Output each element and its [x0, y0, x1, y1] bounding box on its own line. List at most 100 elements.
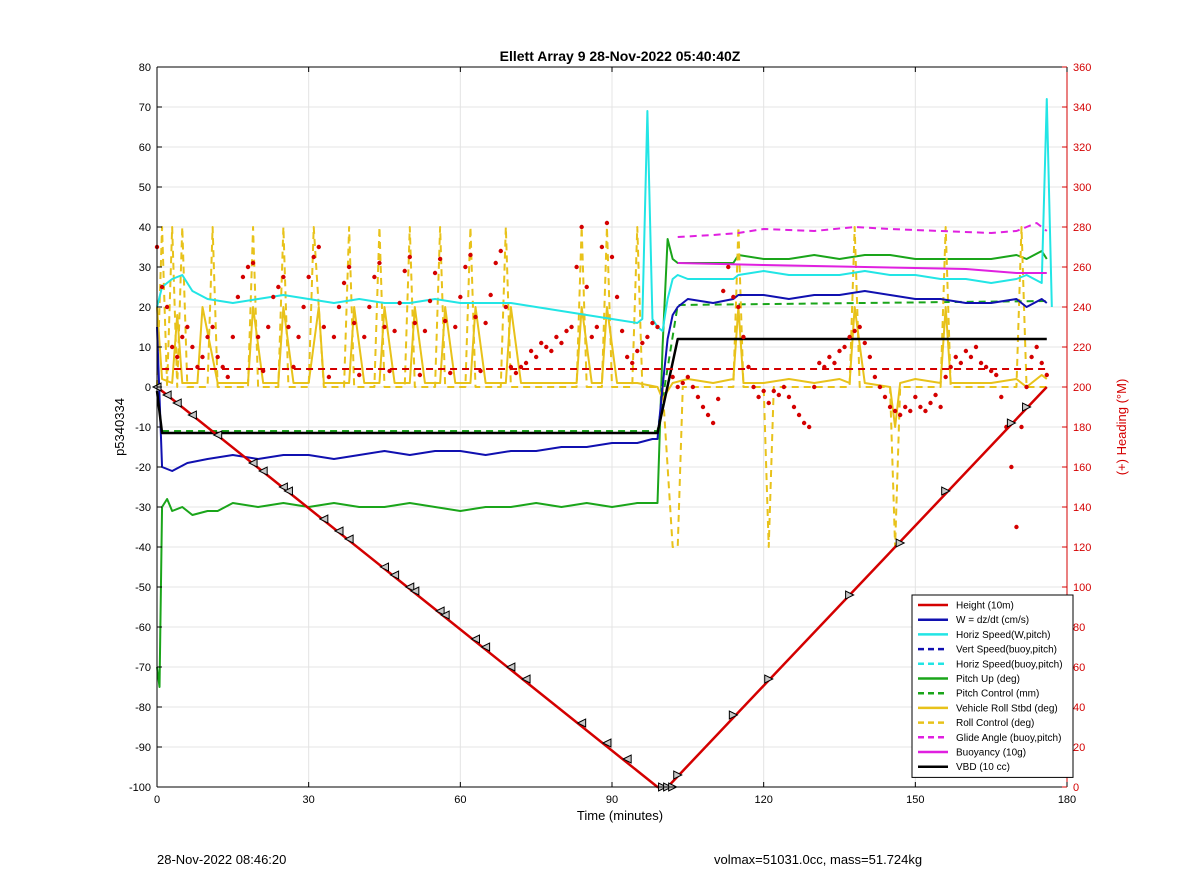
heading-point [266, 324, 271, 330]
legend-entry: Pitch Control (mm) [956, 689, 1039, 700]
heading-point [200, 354, 205, 360]
heading-point [539, 340, 544, 346]
heading-point [260, 368, 266, 374]
descent-climb-marker [673, 770, 683, 780]
heading-point [190, 344, 195, 350]
heading-point [549, 348, 554, 354]
x-tick-label: 120 [754, 794, 772, 806]
descent-climb-marker [520, 674, 531, 684]
descent-climb-marker [895, 538, 906, 548]
y2-tick-label: 80 [1073, 622, 1085, 634]
legend-entry: Horiz Speed(buoy,pitch) [956, 659, 1063, 670]
y-tick-label: 20 [139, 302, 151, 314]
heading-point [569, 324, 574, 330]
axes: 0 30 60 90 120 150 180-100-90-80-70-60-50-40-3… [129, 62, 1091, 806]
descent-climb-marker [379, 562, 389, 572]
y-tick-label: 50 [139, 182, 151, 194]
heading-point [382, 324, 387, 330]
heading-point [710, 420, 716, 426]
series-line-vbd-10-cc- [155, 337, 1047, 435]
legend-entry: Buoyancy (10g) [956, 748, 1026, 759]
heading-point [417, 372, 423, 378]
heading-point [675, 384, 680, 390]
heading-point [887, 404, 893, 410]
heading-point [488, 292, 493, 298]
heading-point [321, 324, 327, 330]
descent-climb-marker [278, 482, 288, 492]
heading-point [276, 284, 281, 290]
y-tick-label: -70 [135, 662, 151, 674]
heading-point [948, 364, 953, 370]
heading-point [250, 260, 256, 266]
heading-point [584, 284, 589, 290]
y-tick-label: -90 [135, 742, 151, 754]
heading-point [614, 294, 620, 300]
descent-climb-marker [601, 738, 612, 748]
heading-point [518, 364, 524, 370]
descent-climb-marker [187, 410, 197, 420]
heading-point [938, 404, 943, 410]
y2-tick-label: 140 [1073, 502, 1091, 514]
series-line-glide-angle-buoy-pitch- [677, 222, 1048, 238]
heading-point [685, 374, 691, 380]
heading-point [877, 384, 883, 390]
legend-entry: Vehicle Roll Stbd (deg) [956, 703, 1058, 714]
heading-point [478, 368, 483, 374]
heading-point [973, 344, 979, 350]
descent-climb-marker [505, 662, 516, 672]
heading-point [599, 244, 605, 250]
heading-point [619, 328, 625, 334]
heading-point [377, 260, 382, 266]
y-tick-label: 60 [139, 142, 151, 154]
heading-point [630, 360, 635, 366]
descent-climb-marker [764, 674, 774, 684]
descent-climb-marker [343, 534, 354, 544]
heading-point [857, 324, 862, 330]
heading-point [559, 340, 564, 346]
heading-point [943, 374, 948, 380]
footer-timestamp: 28-Nov-2022 08:46:20 [157, 852, 287, 867]
heading-point [751, 384, 756, 390]
descent-climb-marker [172, 398, 182, 408]
heading-point [847, 334, 852, 340]
series-line-buoyancy-10g- [677, 262, 1047, 274]
descent-climb-marker [247, 458, 258, 468]
descent-climb-marker [941, 486, 951, 496]
heading-point [412, 320, 418, 326]
heading-point [215, 354, 220, 360]
heading-point [1039, 360, 1044, 366]
heading-point [994, 372, 999, 378]
descent-climb-marker [258, 466, 268, 476]
heading-point [721, 288, 726, 294]
heading-point [650, 320, 655, 326]
descent-climb-marker [283, 486, 293, 496]
heading-point [326, 374, 332, 380]
heading-point [771, 388, 776, 394]
heading-point [453, 324, 458, 330]
heading-point [351, 320, 357, 326]
y2-tick-label: 260 [1073, 262, 1091, 274]
legend-entry: Roll Control (deg) [956, 718, 1034, 729]
y2-tick-label: 180 [1073, 422, 1091, 434]
y-tick-label: -50 [135, 582, 151, 594]
y2-tick-label: 20 [1073, 742, 1085, 754]
heading-point [1024, 384, 1029, 390]
heading-point [523, 360, 529, 366]
heading-point [837, 348, 842, 354]
y-tick-label: -60 [135, 622, 151, 634]
heading-point [589, 334, 594, 340]
heading-point [988, 368, 994, 374]
heading-point [210, 324, 215, 330]
y2-tick-label: 220 [1073, 342, 1091, 354]
heading-point [169, 344, 175, 350]
series-line-horiz-speed-w-pitch- [156, 98, 1053, 332]
heading-point [903, 404, 908, 410]
heading-point [1044, 372, 1049, 378]
heading-point [331, 334, 337, 340]
descent-climb-marker [161, 390, 172, 400]
heading-point [235, 294, 241, 300]
heading-point [357, 372, 362, 378]
heading-point [635, 348, 640, 354]
heading-point [508, 364, 514, 370]
descent-climb-marker [1022, 402, 1032, 412]
